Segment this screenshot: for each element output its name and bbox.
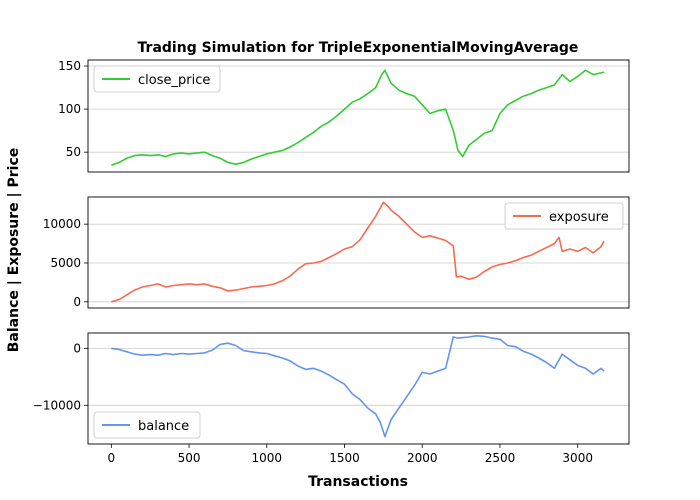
legend: close_price <box>93 65 221 93</box>
x-tick-label: 3000 <box>562 451 593 465</box>
y-tick-label: −10000 <box>33 398 81 412</box>
legend-box <box>504 202 624 230</box>
axes-frame <box>87 59 630 173</box>
series-line-close-price <box>111 69 605 166</box>
x-tick-label: 1500 <box>329 451 360 465</box>
legend-label: exposure <box>549 210 609 225</box>
axes-frame <box>87 332 630 445</box>
y-tick-label: 10000 <box>43 217 81 231</box>
legend-box <box>93 411 201 439</box>
y-axis-label: Balance | Exposure | Price <box>6 148 22 353</box>
x-axis-label: Transactions <box>308 474 408 490</box>
x-tick-label: 2000 <box>407 451 438 465</box>
legend: balance <box>93 411 201 439</box>
y-tick-label: 0 <box>73 295 81 309</box>
x-tick-label: 0 <box>107 451 115 465</box>
legend: exposure <box>504 202 624 230</box>
x-tick-label: 2500 <box>485 451 516 465</box>
x-tick-label: 500 <box>178 451 201 465</box>
y-tick-label: 150 <box>58 59 81 73</box>
y-tick-label: 5000 <box>50 256 81 270</box>
panel-balance: 0 −10000 balance <box>33 332 630 445</box>
series-line-balance <box>111 334 605 438</box>
axes-frame <box>87 196 630 309</box>
y-tick-label: 50 <box>66 145 81 159</box>
y-tick-label: 100 <box>58 102 81 116</box>
x-tick-label: 1000 <box>252 451 283 465</box>
legend-label: close_price <box>138 73 210 88</box>
series-line-exposure <box>111 201 605 303</box>
y-tick-label: 0 <box>73 341 81 355</box>
panel-exposure: 0 5000 10000 exposure <box>43 196 630 309</box>
chart-title: Trading Simulation for TripleExponential… <box>138 40 579 56</box>
legend-label: balance <box>138 419 189 434</box>
panel-close-price: 50 100 150 close_price <box>58 59 630 173</box>
legend-box <box>93 65 221 93</box>
